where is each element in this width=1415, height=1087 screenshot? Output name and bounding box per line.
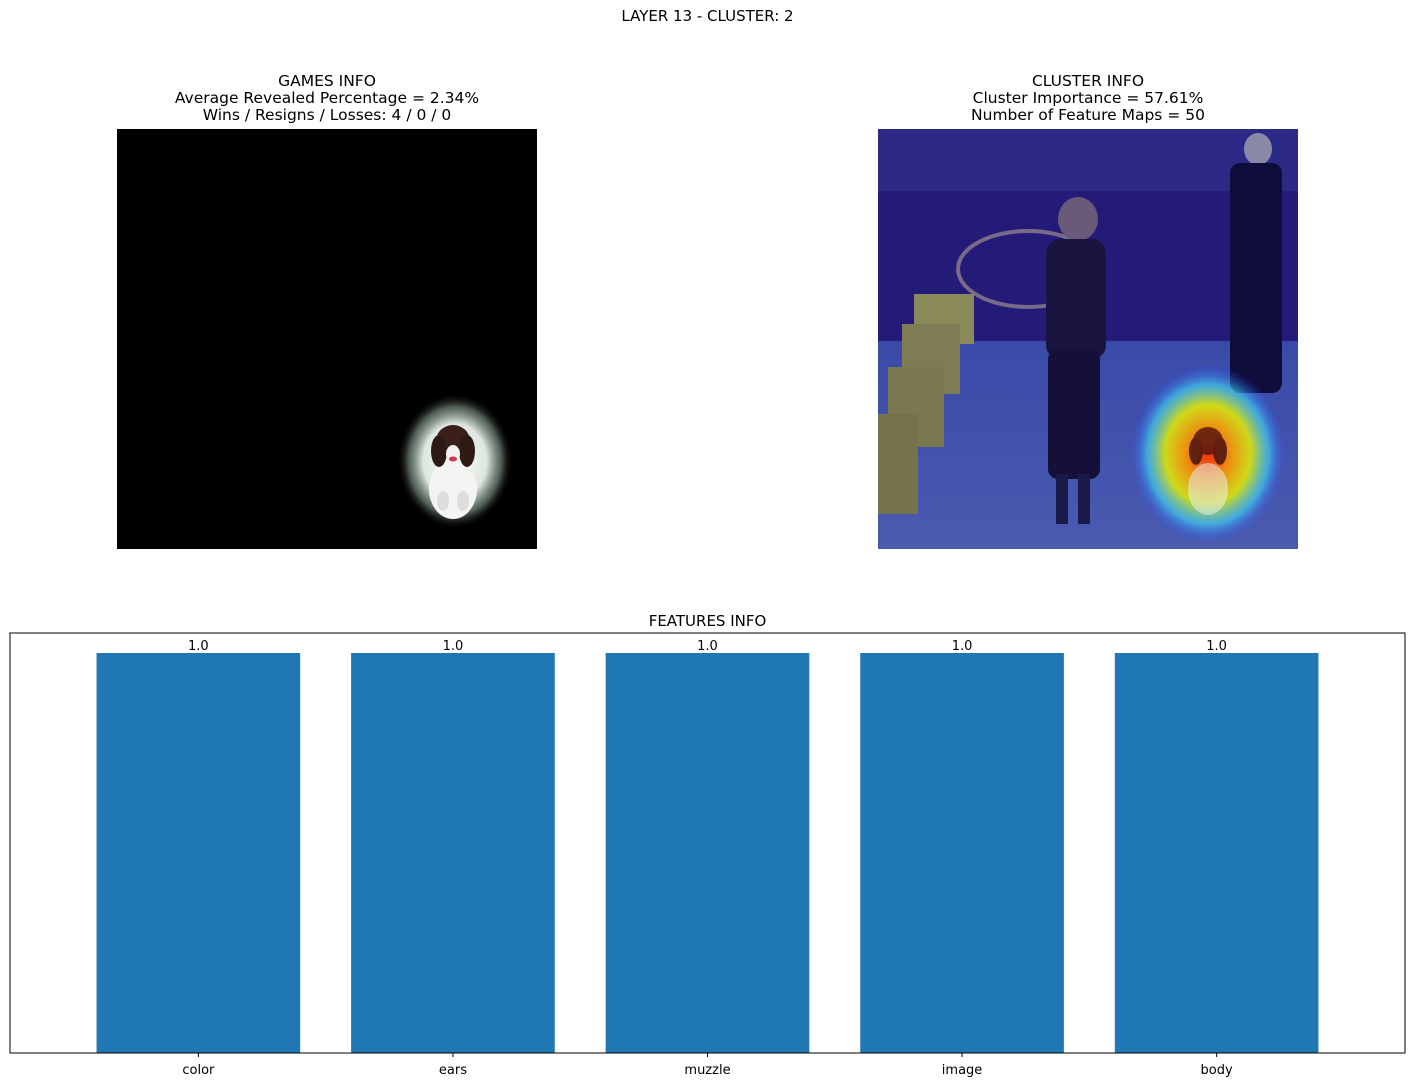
cluster-info-title: CLUSTER INFO Cluster Importance = 57.61%… — [838, 73, 1338, 124]
x-tick-label: body — [1201, 1063, 1233, 1078]
revealed-image-canvas — [117, 129, 537, 549]
x-tick-label: color — [182, 1063, 215, 1078]
scene-handler — [1046, 197, 1106, 524]
cluster-info-importance: Cluster Importance = 57.61% — [972, 89, 1204, 107]
revealed-image — [117, 129, 537, 549]
x-tick-label: muzzle — [684, 1063, 730, 1078]
games-info-title: GAMES INFO Average Revealed Percentage =… — [77, 73, 577, 124]
cluster-heatmap-image — [878, 129, 1298, 549]
dog-icon — [1188, 427, 1228, 515]
bar-color — [96, 653, 301, 1053]
bar-value-label: 1.0 — [952, 639, 973, 654]
cluster-heatmap-canvas — [878, 129, 1298, 549]
games-info-wins-resigns-losses: Wins / Resigns / Losses: 4 / 0 / 0 — [202, 106, 452, 124]
scene-crowd — [878, 129, 1298, 191]
cluster-info-heading: CLUSTER INFO — [1031, 72, 1145, 90]
figure-suptitle: LAYER 13 - CLUSTER: 2 — [621, 7, 794, 25]
bar-value-label: 1.0 — [188, 639, 209, 654]
features-info-title: FEATURES INFO — [648, 612, 767, 630]
bar-muzzle — [605, 653, 810, 1053]
x-tick-label: ears — [439, 1063, 467, 1078]
dog-icon — [429, 425, 477, 519]
scene-boxes — [878, 294, 974, 514]
bar-ears — [351, 653, 555, 1053]
plot-frame — [9, 632, 1406, 1054]
games-info-revealed-percentage: Average Revealed Percentage = 2.34% — [174, 89, 480, 107]
scene-judge — [1230, 133, 1282, 393]
bar-value-label: 1.0 — [1206, 639, 1227, 654]
x-tick-label: image — [942, 1063, 983, 1078]
games-info-heading: GAMES INFO — [278, 72, 376, 90]
bar-image — [860, 653, 1064, 1053]
bar-value-label: 1.0 — [443, 639, 464, 654]
cluster-info-feature-maps: Number of Feature Maps = 50 — [971, 106, 1205, 124]
bar-value-label: 1.0 — [697, 639, 718, 654]
bar-body — [1114, 653, 1319, 1053]
